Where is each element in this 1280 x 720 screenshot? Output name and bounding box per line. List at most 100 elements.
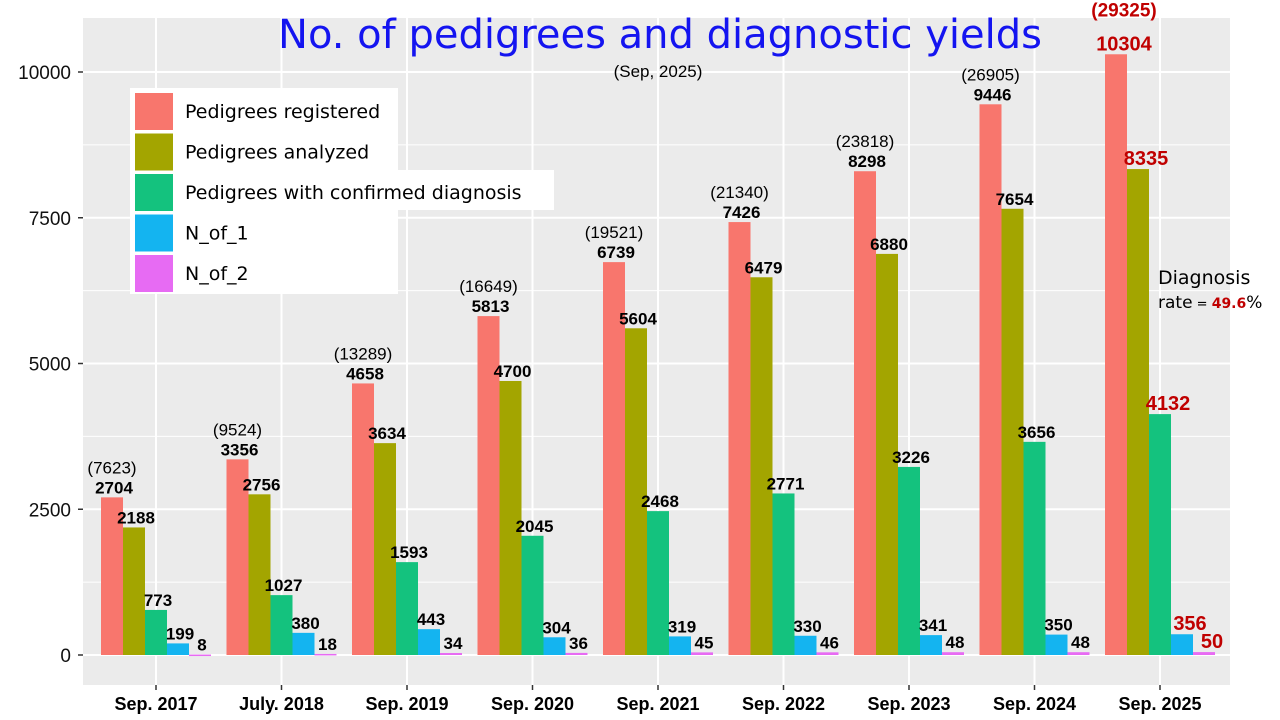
bar-2 [750, 277, 773, 655]
bar-value-label: 34 [444, 634, 463, 653]
bar-value-label: 304 [542, 618, 571, 637]
y-tick-label: 2500 [29, 500, 71, 521]
bar-value-label: 18 [318, 635, 337, 654]
x-tick-label: Sep. 2025 [1118, 694, 1201, 714]
bar-2 [499, 380, 522, 655]
bar-value-label: 48 [946, 633, 965, 652]
diagnosis-rate-percent: % [1246, 293, 1262, 313]
bar-3 [521, 535, 544, 655]
bar-value-label: 341 [919, 616, 947, 635]
bar-4 [1171, 634, 1193, 655]
y-tick-label: 7500 [29, 209, 71, 230]
bar-value-labels: 2704 3356 4658 5813 6739 7426 8298 9446 10304 218… [87, 0, 1223, 654]
bar-5 [691, 652, 713, 655]
bar-2 [248, 494, 271, 655]
legend: Pedigrees registered Pedigrees analyzed Pe… [130, 88, 554, 294]
bar-3 [1023, 441, 1046, 655]
total-pedigrees-label: (21340) [710, 183, 769, 202]
bar-4 [1045, 634, 1068, 655]
bar-5 [1067, 652, 1090, 655]
bar-value-label: 46 [820, 633, 839, 652]
bar-value-label: 330 [793, 617, 821, 636]
diagnosis-rate-value: 49.6 [1212, 296, 1247, 312]
bar-value-label: 48 [1071, 633, 1090, 652]
bar-value-label: 2756 [243, 475, 281, 494]
bar-value-label: 36 [569, 634, 588, 653]
bar-value-label: 8335 [1124, 148, 1169, 170]
diagnosis-rate-prefix: rate [1158, 293, 1193, 313]
bar-value-label: 350 [1044, 616, 1072, 635]
total-pedigrees-label: (26905) [961, 65, 1020, 84]
bar-5 [440, 653, 462, 655]
legend-box-left [130, 88, 398, 294]
bar-value-label: 6880 [870, 235, 908, 254]
bar-value-label: 4658 [346, 364, 384, 383]
bar-5 [189, 654, 211, 657]
bar-value-label: 2704 [95, 478, 133, 497]
diagnosis-rate-equals: = [1193, 297, 1212, 312]
bar-value-label: 319 [668, 617, 696, 636]
bar-4 [292, 632, 315, 655]
bar-2 [374, 443, 396, 655]
legend-label: N_of_1 [185, 223, 249, 245]
bar-value-label: 7654 [996, 190, 1034, 209]
diagnosis-rate-annotation: Diagnosis rate = 49.6% [1158, 267, 1262, 313]
x-axis: Sep. 2017 July. 2018 Sep. 2019 Sep. 2020 Sep… [114, 685, 1202, 714]
bar-value-label: 3226 [892, 448, 930, 467]
bar-value-label: 2188 [117, 508, 155, 527]
bar-value-label: 50 [1201, 631, 1223, 653]
bar-3 [898, 466, 920, 655]
bar-5 [816, 652, 839, 655]
bar-value-label: 1027 [265, 576, 303, 595]
bar-value-label: 356 [1173, 613, 1206, 635]
bar-4 [920, 635, 942, 655]
diagnosis-rate-line1: Diagnosis [1158, 267, 1250, 289]
legend-swatch [135, 133, 173, 171]
bar-value-label: 443 [417, 610, 445, 629]
bar-3 [270, 595, 293, 655]
bar-value-label: 10304 [1096, 33, 1152, 55]
x-tick-label: Sep. 2022 [742, 694, 825, 714]
bar-value-label: 45 [695, 633, 714, 652]
y-tick-label: 5000 [29, 355, 71, 376]
bar-2 [876, 253, 898, 655]
bar-value-label: 5813 [472, 297, 510, 316]
bar-value-label: 773 [144, 591, 172, 610]
bar-3 [772, 493, 795, 655]
bar-2 [123, 527, 145, 655]
bar-2 [625, 328, 647, 655]
x-tick-label: Sep. 2019 [365, 694, 448, 714]
bar-4 [794, 635, 817, 655]
x-tick-label: Sep. 2024 [993, 694, 1076, 714]
bar-2 [1001, 208, 1024, 656]
bar-3 [145, 609, 167, 655]
bar-4 [167, 643, 189, 655]
bar-value-label: 9446 [974, 85, 1012, 104]
bar-value-label: 4132 [1146, 393, 1191, 415]
bar-1 [603, 262, 625, 655]
bar-3 [396, 562, 418, 655]
bar-5 [1193, 652, 1215, 655]
bar-1 [477, 316, 500, 655]
bar-value-label: 380 [291, 614, 319, 633]
x-tick-label: July. 2018 [239, 694, 324, 714]
bar-2 [1127, 169, 1149, 655]
y-axis: 0 2500 5000 7500 10000 [18, 63, 83, 667]
legend-label: Pedigrees registered [185, 101, 380, 123]
bar-1 [979, 104, 1002, 655]
bar-value-label: 7426 [723, 203, 761, 222]
bar-value-label: 3634 [368, 424, 406, 443]
bar-1 [101, 497, 123, 655]
bar-5 [314, 653, 337, 656]
bar-value-label: 4700 [494, 362, 532, 381]
bar-value-label: 6739 [597, 243, 635, 262]
bars [101, 54, 1215, 657]
y-tick-label: 10000 [18, 63, 71, 84]
total-pedigrees-label: (9524) [213, 420, 262, 439]
bar-value-label: 199 [166, 624, 194, 643]
bar-value-label: 8298 [848, 152, 886, 171]
chart-subtitle: (Sep, 2025) [614, 62, 703, 81]
bar-value-label: 2045 [516, 517, 554, 536]
bar-1 [854, 171, 876, 655]
total-pedigrees-label: (13289) [334, 344, 393, 363]
